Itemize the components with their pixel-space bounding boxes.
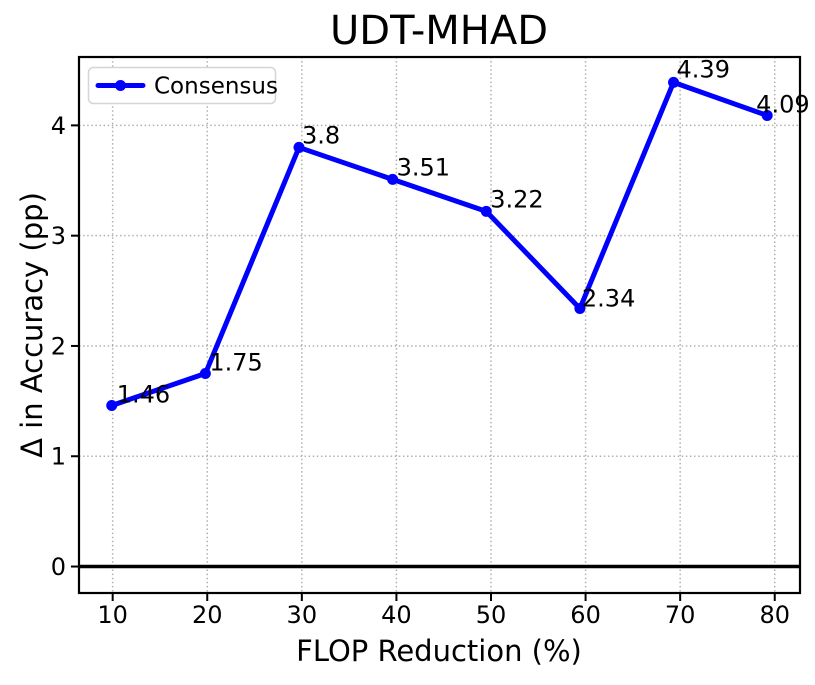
legend: Consensus <box>87 66 278 105</box>
legend-series-label: Consensus <box>154 74 278 100</box>
x-tick-label: 70 <box>665 601 696 629</box>
data-point-label: 1.75 <box>209 349 262 377</box>
data-point <box>480 205 492 217</box>
x-tick-label: 30 <box>287 601 318 629</box>
y-tick-label: 2 <box>51 332 66 360</box>
data-series <box>106 76 773 412</box>
y-axis-label: Δ in Accuracy (pp) <box>15 192 49 458</box>
data-point-label: 3.51 <box>397 153 450 181</box>
y-tick-label: 4 <box>51 112 66 140</box>
chart-title: UDT-MHAD <box>330 8 548 54</box>
x-tick-label: 40 <box>381 601 412 629</box>
x-tick-label: 60 <box>570 601 601 629</box>
y-tick-label: 0 <box>51 553 66 581</box>
data-point-label: 4.09 <box>756 90 809 118</box>
x-tick-label: 50 <box>476 601 507 629</box>
axes: 10 20 30 40 50 60 70 80 0 1 2 3 4 <box>51 55 802 629</box>
data-point-label: 4.39 <box>677 55 730 83</box>
data-point <box>761 109 773 121</box>
data-point <box>668 76 680 88</box>
data-point <box>574 302 586 314</box>
data-point-label: 2.34 <box>582 284 635 312</box>
plot-border <box>77 55 802 595</box>
data-point <box>387 173 399 185</box>
data-point <box>199 368 211 380</box>
data-labels: 1.46 1.75 3.8 3.51 3.22 2.34 4.39 4.09 <box>117 55 810 408</box>
x-axis-label: FLOP Reduction (%) <box>296 634 582 668</box>
data-point <box>106 400 118 412</box>
consensus-line <box>109 79 770 409</box>
x-tick-label: 80 <box>759 601 790 629</box>
x-tick-label: 20 <box>192 601 223 629</box>
legend-marker-dot <box>115 80 126 91</box>
x-tick-label: 10 <box>97 601 128 629</box>
y-tick-label: 3 <box>51 222 66 250</box>
y-tick-label: 1 <box>51 443 66 471</box>
data-point-label: 3.8 <box>302 121 340 149</box>
data-point <box>293 141 305 153</box>
gridlines <box>79 57 800 593</box>
data-point-label: 1.46 <box>117 381 170 409</box>
data-point-label: 3.22 <box>490 185 543 213</box>
legend-box <box>87 66 277 105</box>
